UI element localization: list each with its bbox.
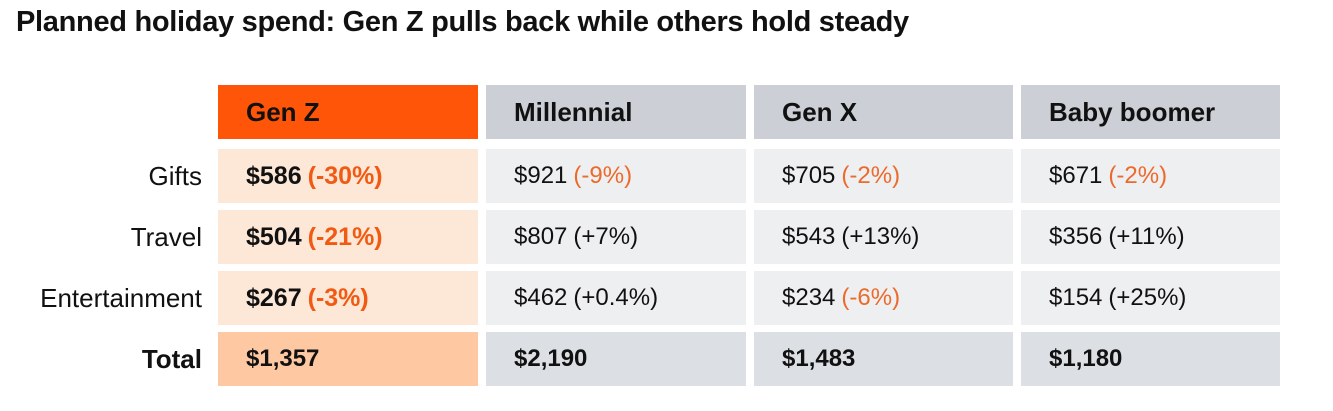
percent-change: (-2%) xyxy=(1108,162,1168,189)
column-header-millennial: Millennial xyxy=(486,85,746,139)
chart-title: Planned holiday spend: Gen Z pulls back … xyxy=(16,6,909,38)
percent-change: (-9%) xyxy=(573,162,633,189)
percent-change: (+7%) xyxy=(573,223,639,250)
percent-change: (+0.4%) xyxy=(573,284,659,311)
table-cell-gifts-millennial: $921 (-9%) xyxy=(486,149,746,203)
table-cell-entertainment-millennial: $462 (+0.4%) xyxy=(486,271,746,325)
percent-change: (+13%) xyxy=(841,223,920,250)
spend-value: $807 xyxy=(514,223,568,250)
table-cell-entertainment-gen-x: $234 (-6%) xyxy=(754,271,1013,325)
spend-value: $586 xyxy=(246,161,302,190)
spend-value: $671 xyxy=(1049,162,1103,189)
total-cell-gen-z: $1,357 xyxy=(218,332,478,386)
column-header-gen-x: Gen X xyxy=(754,85,1013,139)
column-header-gen-z: Gen Z xyxy=(218,85,478,139)
spend-value: $462 xyxy=(514,284,568,311)
column-header-baby-boomer: Baby boomer xyxy=(1021,85,1280,139)
table-cell-gifts-gen-x: $705 (-2%) xyxy=(754,149,1013,203)
spend-value: $154 xyxy=(1049,284,1103,311)
row-label-travel: Travel xyxy=(130,222,202,252)
spend-value: $356 xyxy=(1049,223,1103,250)
row-label-total: Total xyxy=(141,344,202,374)
table-cell-travel-gen-z: $504 (-21%) xyxy=(218,210,478,264)
table-cell-entertainment-baby-boomer: $154 (+25%) xyxy=(1021,271,1280,325)
table-cell-gifts-baby-boomer: $671 (-2%) xyxy=(1021,149,1280,203)
spend-value: $543 xyxy=(782,223,836,250)
row-label-entertainment: Entertainment xyxy=(40,283,202,313)
total-cell-millennial: $2,190 xyxy=(486,332,746,386)
percent-change: (-3%) xyxy=(307,283,369,312)
spend-value: $267 xyxy=(246,283,302,312)
row-label-gifts: Gifts xyxy=(148,161,202,191)
total-cell-baby-boomer: $1,180 xyxy=(1021,332,1280,386)
table-cell-entertainment-gen-z: $267 (-3%) xyxy=(218,271,478,325)
table-cell-travel-baby-boomer: $356 (+11%) xyxy=(1021,210,1280,264)
percent-change: (-6%) xyxy=(841,284,901,311)
percent-change: (-21%) xyxy=(307,222,383,251)
table-cell-travel-gen-x: $543 (+13%) xyxy=(754,210,1013,264)
spend-value: $705 xyxy=(782,162,836,189)
table-cell-gifts-gen-z: $586 (-30%) xyxy=(218,149,478,203)
spend-value: $234 xyxy=(782,284,836,311)
percent-change: (+11%) xyxy=(1108,223,1185,250)
percent-change: (+25%) xyxy=(1108,284,1187,311)
percent-change: (-2%) xyxy=(841,162,901,189)
spend-value: $504 xyxy=(246,222,302,251)
percent-change: (-30%) xyxy=(307,161,383,190)
spend-value: $921 xyxy=(514,162,568,189)
total-cell-gen-x: $1,483 xyxy=(754,332,1013,386)
table-cell-travel-millennial: $807 (+7%) xyxy=(486,210,746,264)
